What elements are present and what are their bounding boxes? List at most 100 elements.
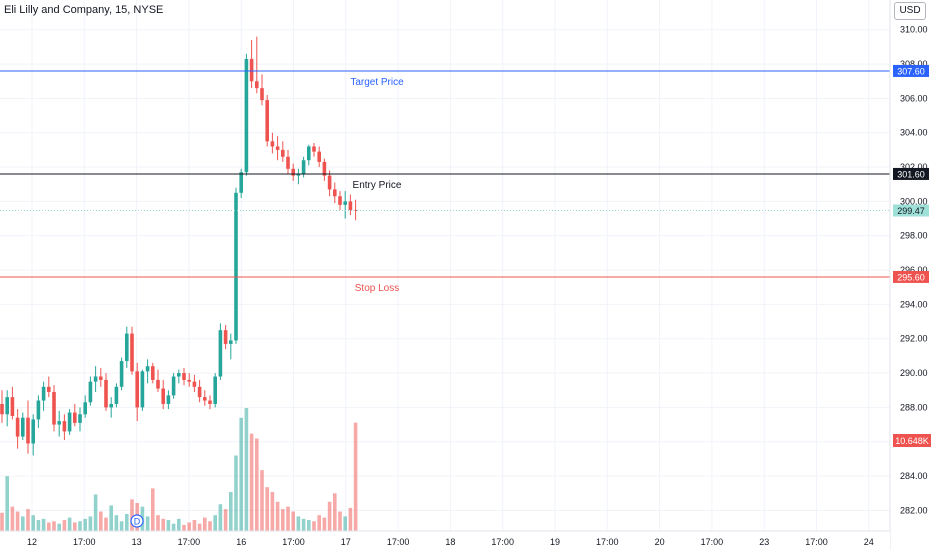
volume-bar [161, 518, 165, 531]
candle-body [83, 402, 87, 415]
volume-bar [286, 506, 290, 531]
y-tick-label: 304.00 [900, 128, 928, 138]
volume-bar [270, 492, 275, 531]
volume-bar [5, 476, 9, 531]
x-tick-label: 13 [132, 537, 142, 547]
volume-bar [156, 515, 160, 531]
currency-badge[interactable]: USD [894, 2, 926, 20]
candle-body [213, 376, 217, 404]
volume-bar [31, 515, 35, 531]
candle-body [140, 371, 145, 408]
candle-body [15, 417, 20, 437]
x-tick-label: 23 [759, 537, 769, 547]
candle-body [99, 376, 103, 380]
volume-bar [166, 520, 171, 531]
candle-body [307, 146, 311, 161]
price-badge [893, 270, 929, 283]
volume-bar [301, 518, 306, 531]
y-tick-label: 298.00 [900, 231, 928, 241]
x-tick-label: 12 [27, 537, 37, 547]
y-tick-label: 308.00 [900, 59, 928, 69]
volume-bar [67, 517, 72, 531]
y-tick-label: 292.00 [900, 334, 928, 344]
volume-bar [249, 433, 254, 531]
volume-bar [348, 507, 353, 531]
candle-body [255, 81, 259, 89]
candle-body [93, 376, 98, 382]
candle-body [249, 58, 254, 82]
volume-bar [244, 408, 249, 531]
candle-body [36, 400, 41, 420]
volume-bar [62, 520, 67, 531]
volume-bar [21, 516, 25, 531]
candle-body [333, 189, 337, 197]
candle-body [151, 366, 155, 380]
candle-body [62, 421, 67, 432]
candle-body [135, 371, 139, 408]
price-line-label: Entry Price [353, 180, 402, 191]
candle-body [192, 381, 197, 387]
x-tick-label: 18 [445, 537, 455, 547]
candle-body [281, 149, 285, 157]
y-tick-label: 294.00 [900, 299, 928, 309]
price-axis[interactable]: 282.00284.00286.00288.00290.00292.00294.… [889, 0, 932, 550]
candle-body [286, 156, 290, 169]
volume-bar [343, 516, 347, 531]
x-tick-label: 17:00 [387, 537, 410, 547]
volume-bar [109, 505, 113, 531]
y-tick-label: 302.00 [900, 162, 928, 172]
x-tick-label: 24 [864, 537, 874, 547]
candles [0, 36, 358, 456]
volume-bar [177, 518, 181, 531]
volume-bar [260, 470, 264, 531]
volume-bar [52, 521, 56, 531]
candle-body [57, 421, 61, 425]
volume-bar [104, 517, 108, 531]
candle-body [270, 141, 275, 147]
y-tick-label: 288.00 [900, 402, 928, 412]
volume-bar [10, 506, 15, 531]
candle-body [218, 330, 223, 377]
candle-body [41, 386, 46, 401]
candle-body [119, 361, 124, 387]
candle-body [125, 333, 129, 362]
volume-bar [182, 524, 186, 531]
volume-bar [255, 438, 259, 531]
candle-body [104, 379, 108, 408]
candle-body [187, 379, 191, 382]
x-tick-label: 17 [341, 537, 351, 547]
y-tick-label: 282.00 [900, 505, 928, 515]
chart-title: Eli Lilly and Company, 15, NYSE [4, 4, 164, 16]
volume-bar [322, 517, 327, 531]
volume-bar [41, 518, 46, 531]
volume-bar [307, 520, 311, 531]
volume-bar [208, 521, 212, 531]
candle-body [296, 173, 301, 176]
volume-bar [26, 509, 30, 531]
volume-bar [36, 520, 41, 531]
candle-body [327, 175, 332, 190]
volume-bar [15, 511, 20, 531]
candle-body [78, 414, 82, 423]
last-price-badge-text: 299.47 [897, 206, 925, 216]
time-axis[interactable]: 12 17:00 13 17:00 16 17:00 17 17:00 18 17:00 19 17:… [0, 530, 890, 550]
volume-bar [187, 522, 191, 531]
grid [0, 0, 890, 531]
volume-bar [83, 518, 87, 531]
x-tick-label: 20 [655, 537, 665, 547]
candle-body [301, 160, 306, 174]
dividend-marker[interactable]: D [130, 514, 144, 528]
time-axis-bg [0, 531, 890, 550]
candle-body [26, 417, 30, 444]
candle-body [260, 88, 264, 101]
candle-body [348, 201, 353, 210]
volume-bar [47, 522, 51, 531]
volume-badge-text: 10.648K [895, 436, 929, 446]
volume-bar [145, 516, 150, 531]
volume-bar [265, 487, 269, 531]
price-badge-text: 307.60 [897, 66, 925, 76]
price-badge-text: 295.60 [897, 272, 925, 282]
candle-body [182, 373, 186, 380]
